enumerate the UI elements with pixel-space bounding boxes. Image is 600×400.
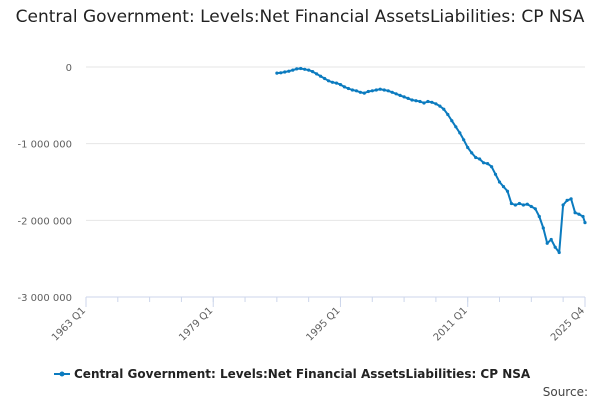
x-tick-label: 1979 Q1	[177, 305, 215, 343]
x-tick-label: 1963 Q1	[50, 305, 88, 343]
chart-title: Central Government: Levels:Net Financial…	[15, 7, 585, 27]
grid-layer	[86, 66, 585, 298]
data-point[interactable]	[505, 189, 510, 193]
data-point[interactable]	[350, 88, 354, 92]
data-point[interactable]	[501, 185, 506, 189]
data-point[interactable]	[307, 68, 311, 72]
data-point[interactable]	[438, 104, 442, 108]
y-tick-label: -2 000 000	[17, 216, 72, 227]
data-point[interactable]	[482, 161, 486, 165]
x-tick-label: 2011 Q1	[432, 305, 470, 343]
data-point[interactable]	[486, 162, 490, 166]
data-point[interactable]	[390, 90, 394, 94]
data-point[interactable]	[478, 157, 482, 161]
data-point[interactable]	[342, 85, 346, 89]
data-point[interactable]	[418, 99, 422, 104]
data-point[interactable]	[529, 204, 533, 209]
data-point[interactable]	[346, 86, 350, 91]
data-point[interactable]	[275, 71, 279, 75]
data-point[interactable]	[581, 214, 585, 219]
data-point[interactable]	[434, 102, 438, 106]
data-point[interactable]	[315, 72, 319, 76]
data-point[interactable]	[583, 221, 587, 225]
data-point[interactable]	[569, 197, 573, 201]
data-point[interactable]	[513, 203, 518, 207]
data-point[interactable]	[311, 70, 315, 74]
data-point[interactable]	[450, 119, 454, 123]
data-point[interactable]	[446, 112, 450, 117]
data-point[interactable]	[422, 101, 426, 105]
data-point[interactable]	[279, 71, 283, 75]
data-point[interactable]	[493, 172, 498, 176]
data-point[interactable]	[326, 79, 331, 83]
data-point[interactable]	[549, 237, 553, 242]
data-point[interactable]	[573, 211, 577, 215]
data-point[interactable]	[319, 74, 323, 78]
data-point[interactable]	[354, 89, 358, 93]
data-point[interactable]	[454, 125, 458, 129]
data-point[interactable]	[299, 66, 303, 71]
data-point[interactable]	[430, 100, 434, 104]
legend-item-label[interactable]: Central Government: Levels:Net Financial…	[74, 367, 531, 381]
data-point[interactable]	[541, 226, 545, 230]
data-point[interactable]	[382, 88, 386, 92]
data-point[interactable]	[497, 180, 502, 184]
series-layer	[275, 66, 587, 255]
data-point[interactable]	[470, 151, 474, 155]
data-point[interactable]	[545, 241, 549, 245]
data-point[interactable]	[525, 202, 529, 206]
legend[interactable]: Central Government: Levels:Net Financial…	[54, 367, 531, 381]
x-tick-label: 2025 Q4	[549, 305, 587, 343]
data-point[interactable]	[402, 95, 406, 99]
data-point[interactable]	[374, 88, 378, 92]
data-point[interactable]	[394, 92, 398, 96]
data-point[interactable]	[533, 207, 537, 211]
data-point[interactable]	[378, 87, 382, 91]
y-tick-label: 0	[66, 63, 72, 74]
x-tick-label: 1995 Q1	[304, 305, 342, 343]
data-point[interactable]	[517, 201, 522, 206]
data-point[interactable]	[561, 203, 565, 207]
data-point[interactable]	[406, 96, 410, 100]
data-point[interactable]	[490, 165, 494, 169]
data-point[interactable]	[509, 201, 513, 206]
data-point[interactable]	[414, 99, 418, 103]
data-point[interactable]	[398, 93, 402, 97]
source-label: Source:	[543, 385, 588, 399]
data-point[interactable]	[521, 203, 526, 207]
data-point[interactable]	[565, 198, 569, 202]
data-point[interactable]	[370, 89, 374, 93]
data-point[interactable]	[362, 91, 366, 95]
data-point[interactable]	[358, 90, 362, 94]
data-point[interactable]	[462, 138, 466, 142]
data-point[interactable]	[537, 214, 541, 219]
data-point[interactable]	[557, 250, 561, 255]
data-point[interactable]	[283, 70, 287, 74]
data-point[interactable]	[291, 68, 295, 72]
data-point[interactable]	[338, 83, 343, 87]
data-point[interactable]	[366, 89, 370, 94]
data-point[interactable]	[295, 67, 299, 71]
data-point[interactable]	[323, 76, 327, 81]
data-point[interactable]	[577, 212, 581, 216]
data-point[interactable]	[426, 99, 430, 104]
data-point[interactable]	[287, 69, 291, 73]
data-point[interactable]	[303, 67, 307, 71]
y-tick-label: -1 000 000	[17, 140, 72, 151]
data-point[interactable]	[410, 98, 414, 102]
data-point[interactable]	[474, 155, 478, 160]
data-point[interactable]	[458, 131, 462, 135]
series-line[interactable]	[276, 67, 586, 254]
data-point[interactable]	[466, 145, 470, 150]
y-tick-label: -3 000 000	[17, 293, 72, 304]
data-point[interactable]	[330, 80, 335, 84]
data-point[interactable]	[553, 245, 557, 249]
data-point[interactable]	[442, 107, 446, 111]
legend-symbol-marker	[59, 371, 65, 377]
data-point[interactable]	[386, 89, 390, 93]
data-point[interactable]	[334, 81, 339, 85]
